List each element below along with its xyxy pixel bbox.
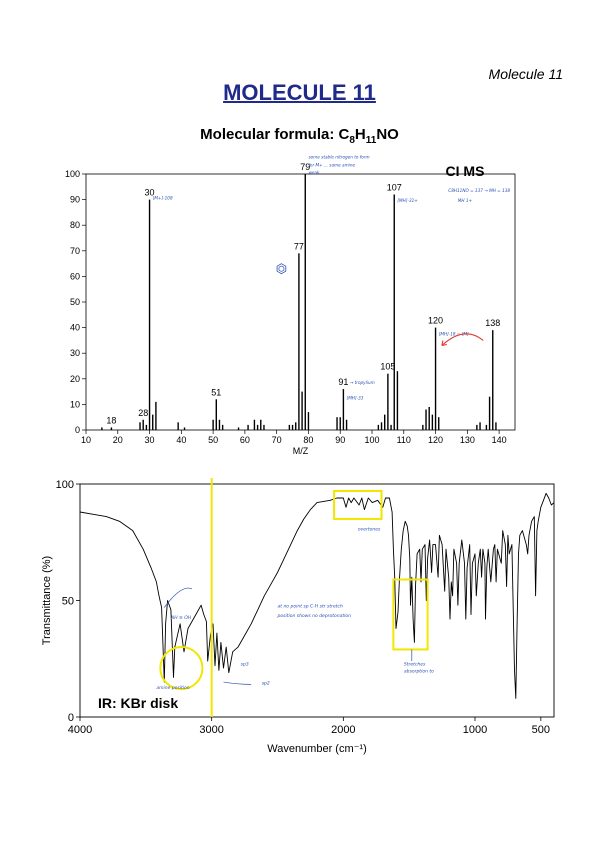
- ir-x-tick-label: 1000: [463, 724, 487, 736]
- formula-suffix: NO: [376, 126, 399, 143]
- ir-handwritten-note: position shows no deprotonation: [277, 613, 352, 619]
- ms-peak-label: 28: [138, 408, 148, 418]
- ms-x-tick-label: 10: [81, 435, 91, 445]
- ms-handwritten-note: [MH]-31+: [397, 198, 418, 203]
- ms-peak-label: 105: [380, 362, 395, 372]
- page-title: MOLECULE 11: [0, 80, 599, 106]
- ir-y-tick-label: 100: [56, 479, 74, 491]
- ir-x-tick-label: 2000: [331, 724, 355, 736]
- ir-handwritten-note: overtones: [358, 527, 381, 533]
- ir-method-label: IR: KBr disk: [98, 695, 178, 711]
- ms-y-tick-label: 50: [70, 297, 80, 307]
- formula-h-count: 11: [365, 135, 377, 146]
- ms-handwritten-note: weak: [308, 170, 320, 175]
- formula-c-count: 8: [349, 135, 355, 146]
- formula-h: H: [354, 126, 366, 143]
- ms-x-tick-label: 120: [428, 435, 443, 445]
- benzene-ring-sketch: [278, 265, 285, 272]
- loss-arrow: [441, 333, 484, 346]
- ms-x-tick-label: 50: [208, 435, 218, 445]
- ms-handwritten-note: C8H11NO = 137 → MH = 138: [448, 188, 510, 193]
- ms-y-tick-label: 20: [70, 374, 80, 384]
- ms-method-label: CI MS: [446, 163, 485, 179]
- corner-label: Molecule 11: [488, 66, 563, 82]
- ms-y-tick-label: 90: [70, 195, 80, 205]
- ir-x-tick-label: 4000: [68, 724, 92, 736]
- ir-y-tick-label: 50: [62, 596, 74, 608]
- ir-handwritten-note: at no point sp C-H str stretch: [278, 603, 343, 609]
- ms-peak-label: 91: [338, 377, 348, 387]
- ms-y-tick-label: 40: [70, 323, 80, 333]
- ir-x-axis-label: Wavenumber (cm⁻¹): [267, 743, 367, 755]
- ms-x-tick-label: 60: [240, 435, 250, 445]
- ms-x-tick-label: 90: [335, 435, 345, 445]
- ms-x-tick-label: 70: [272, 435, 282, 445]
- ms-peak-label: 77: [294, 241, 304, 251]
- ir-highlight-box: [333, 489, 383, 520]
- ms-x-tick-label: 20: [113, 435, 123, 445]
- ms-handwritten-note: [MH]-18 = [M]: [439, 331, 469, 336]
- ir-handwritten-note: NH ≡ OH: [171, 615, 192, 621]
- ms-handwritten-note: [M+]-108: [153, 196, 173, 201]
- ms-x-tick-label: 40: [176, 435, 186, 445]
- ms-handwritten-note: for M+ ... same amine: [308, 162, 355, 167]
- loss-arrow-head: [441, 340, 448, 347]
- ir-y-axis-label: Transmittance (%): [41, 556, 53, 645]
- ms-x-tick-label: 30: [145, 435, 155, 445]
- ir-handwritten-note: sp2: [262, 680, 270, 686]
- ms-handwritten-note: MH 1+: [458, 198, 473, 203]
- ms-handwritten-note: → tropylium: [350, 380, 375, 385]
- ms-x-tick-label: 130: [460, 435, 475, 445]
- ir-handwritten-note: amine position: [156, 685, 189, 691]
- ir-note-arrow: [223, 681, 252, 685]
- ir-handwritten-note: sp3: [241, 662, 249, 668]
- ms-peak-label: 18: [106, 415, 116, 425]
- ir-spectrum-trace: [79, 492, 555, 699]
- page-title-text: MOLECULE 11: [223, 80, 376, 105]
- ms-x-tick-label: 100: [364, 435, 379, 445]
- ms-y-tick-label: 10: [70, 399, 80, 409]
- ms-peak-label: 138: [485, 318, 500, 328]
- ir-note-arrow: [163, 587, 193, 608]
- ir-y-tick-label: 0: [68, 712, 74, 724]
- ir-handwritten-note: absorption to: [404, 669, 434, 675]
- benzene-sketch: [276, 263, 287, 275]
- ms-y-tick-label: 60: [70, 271, 80, 281]
- ir-highlight-circle: [159, 646, 204, 691]
- ms-handwritten-note: [MH]-33: [347, 395, 364, 400]
- ms-peak-label: 120: [428, 316, 443, 326]
- ms-y-tick-label: 30: [70, 348, 80, 358]
- ms-x-tick-label: 140: [492, 435, 507, 445]
- ir-plot-frame: [79, 483, 555, 718]
- ms-x-tick-label: 80: [303, 435, 313, 445]
- ms-peak-label: 79: [300, 162, 310, 172]
- ir-highlight-box: [392, 578, 429, 651]
- ms-spectrum-chart: 10 20 30 40 50 60 70 80 90 100 110 120 130 1400102030…: [65, 155, 516, 456]
- ir-x-tick-label: 3000: [199, 724, 223, 736]
- formula-prefix: Molecular formula: C: [200, 126, 350, 143]
- ms-x-axis-label: M/Z: [293, 446, 309, 456]
- ms-y-tick-label: 80: [70, 220, 80, 230]
- ms-y-tick-label: 70: [70, 246, 80, 256]
- ir-x-tick-label: 500: [532, 724, 550, 736]
- ir-handwritten-note: Stretches: [404, 662, 426, 668]
- ms-x-tick-label: 110: [397, 435, 411, 445]
- ms-peak-label: 30: [145, 188, 155, 198]
- molecular-formula: Molecular formula: C8H11NO: [0, 126, 599, 146]
- ms-handwritten-note: some stable nitrogen to form: [308, 155, 369, 160]
- ms-y-tick-label: 0: [75, 425, 80, 435]
- ms-y-tick-label: 100: [65, 169, 80, 179]
- ms-peak-label: 51: [211, 387, 221, 397]
- ms-peak-label: 107: [387, 182, 402, 192]
